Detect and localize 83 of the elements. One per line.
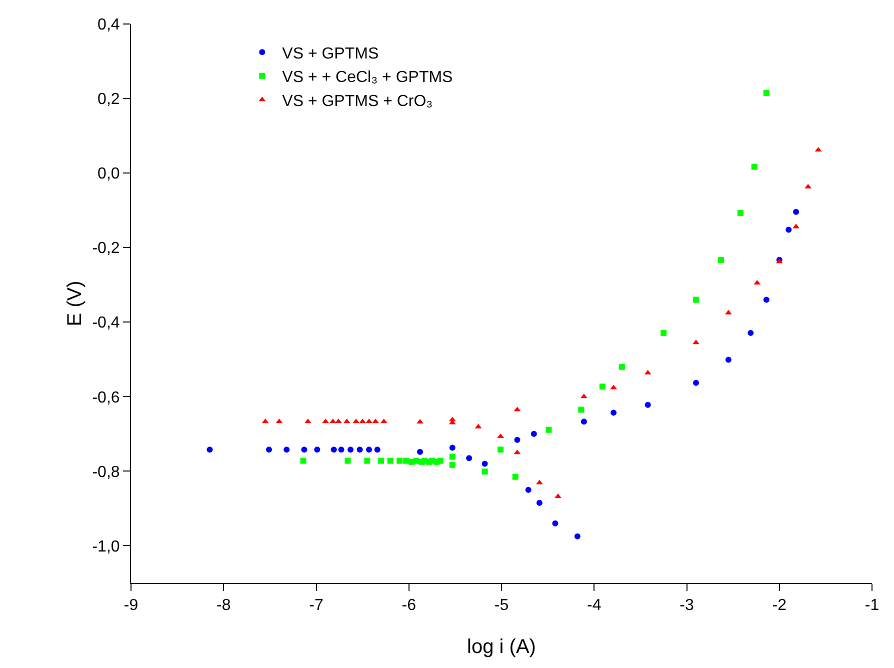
point (372, 418, 379, 424)
point (330, 446, 337, 453)
y-tick-label: -0,4 (92, 314, 120, 332)
point (512, 474, 518, 480)
x-tick-label: -5 (494, 597, 509, 614)
legend-label: VS + + CeCl₃ + GPTMS (282, 69, 453, 86)
y-tick-label: -0,2 (92, 240, 120, 258)
point (498, 446, 504, 453)
x-tick-label: -8 (216, 597, 231, 614)
y-tick-label: -1,0 (92, 538, 120, 556)
point (482, 468, 488, 475)
point (618, 364, 625, 370)
point (364, 458, 370, 464)
point (580, 418, 587, 425)
point (482, 460, 488, 467)
point (536, 500, 542, 506)
point (356, 446, 363, 453)
point (737, 210, 744, 216)
y-tick-label: 0,2 (98, 91, 120, 108)
point (536, 480, 543, 484)
point (344, 458, 351, 464)
point (366, 446, 372, 453)
y-tick-label: 0,4 (98, 16, 120, 34)
point (514, 436, 520, 443)
point (403, 458, 410, 464)
point (449, 454, 456, 460)
point (348, 446, 354, 453)
point (206, 446, 213, 453)
x-tick-label: -6 (402, 597, 416, 614)
point (300, 458, 306, 464)
point (599, 384, 606, 390)
point (718, 256, 724, 263)
point (693, 296, 700, 303)
point (374, 446, 380, 453)
x-axis-title: log i (A) (467, 636, 536, 658)
x-tick-label: -2 (772, 597, 787, 614)
x-tick-label: -7 (309, 597, 324, 614)
point (266, 446, 272, 453)
point (338, 446, 344, 453)
point (284, 446, 290, 453)
point (660, 330, 667, 336)
point (449, 462, 456, 468)
point (396, 458, 403, 464)
point (763, 296, 770, 303)
x-tick-label: -1 (864, 597, 880, 614)
point (408, 458, 415, 465)
point (554, 494, 562, 498)
point (466, 455, 472, 462)
point (530, 430, 537, 437)
point (378, 458, 384, 464)
point (322, 418, 329, 424)
point (610, 410, 617, 416)
y-axis-title: E (V) (64, 280, 86, 326)
legend-label: VS + GPTMS + CrO₃ (282, 92, 433, 110)
point (387, 458, 394, 464)
point (725, 356, 732, 363)
point (578, 406, 584, 413)
point (793, 208, 800, 215)
point (552, 520, 558, 526)
point (449, 444, 456, 451)
point (748, 330, 754, 336)
legend-label: VS + GPTMS (282, 45, 379, 62)
point (416, 419, 424, 424)
point (335, 418, 342, 424)
point (751, 164, 758, 170)
x-tick-label: -9 (124, 597, 138, 614)
y-tick-label: -0,8 (92, 464, 120, 481)
y-tick-label: 0,0 (98, 166, 120, 183)
point (301, 446, 308, 453)
point (692, 340, 700, 344)
x-tick-label: -4 (587, 597, 602, 614)
x-tick-label: -3 (680, 597, 694, 614)
point (574, 533, 580, 540)
point (314, 446, 320, 453)
point (546, 426, 552, 433)
point (763, 90, 770, 96)
point (786, 226, 792, 233)
point (416, 448, 423, 455)
point (525, 486, 532, 493)
point (418, 458, 425, 465)
point (644, 402, 651, 408)
y-tick-label: -0,6 (92, 389, 120, 406)
point (693, 380, 700, 386)
